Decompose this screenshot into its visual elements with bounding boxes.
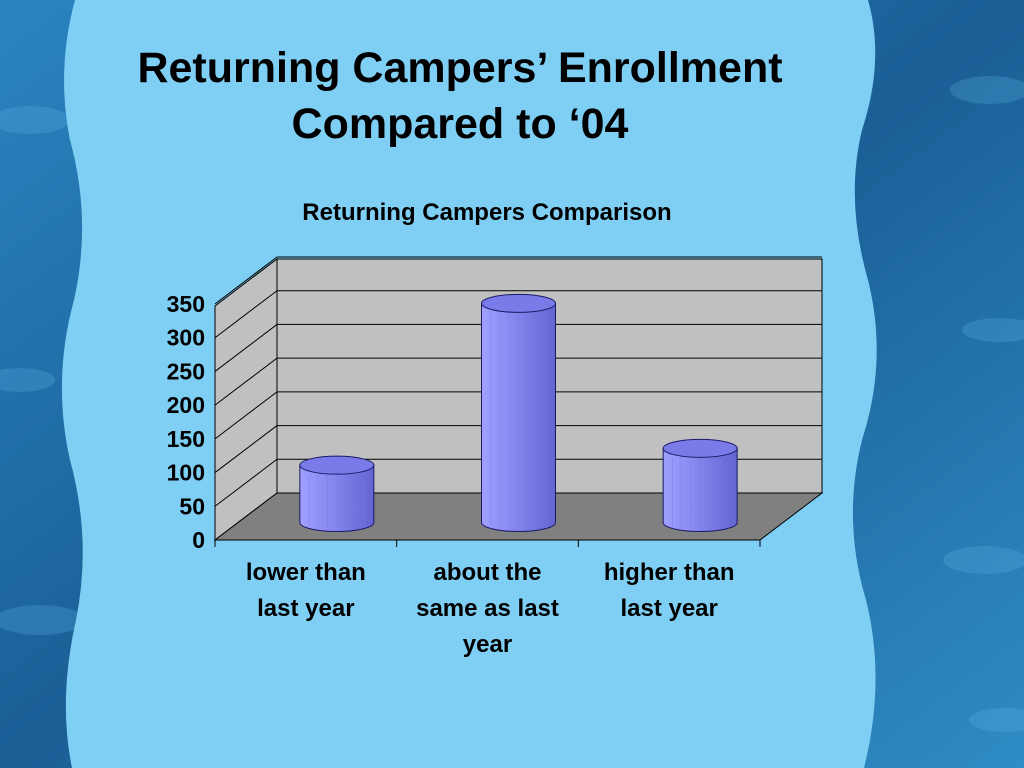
gridline-side-150 — [214, 391, 278, 440]
y-tick-label: 350 — [167, 291, 205, 317]
y-tick-label: 50 — [179, 493, 205, 519]
y-tick-label: 300 — [167, 325, 205, 351]
y-tick-label: 150 — [167, 426, 205, 452]
bar-top — [299, 455, 375, 475]
slide-title-line-1: Returning Campers’ Enrollment — [137, 44, 783, 92]
gridline-side-50 — [214, 458, 278, 507]
y-axis-ticks: 0 50 100 150 200 250 300 350 — [167, 291, 205, 553]
chart-bars — [299, 293, 738, 532]
gridline-side-300 — [214, 290, 278, 339]
bar-cylinder — [662, 438, 738, 532]
bar-cylinder — [481, 293, 556, 532]
bar-top — [481, 293, 556, 313]
gridline-side-100 — [214, 425, 278, 473]
x-category-label: lower than — [246, 559, 366, 586]
x-category-label: last year — [257, 595, 354, 622]
y-tick-label: 0 — [192, 527, 205, 553]
gridline-side-200 — [214, 357, 278, 406]
y-tick-label: 100 — [167, 460, 205, 486]
slide-title-line-2: Compared to ‘04 — [291, 100, 629, 148]
x-category-label: last year — [620, 595, 717, 622]
gridline-side-250 — [214, 324, 278, 372]
gridline-side-350 — [214, 256, 278, 305]
x-category-label: higher than — [604, 559, 735, 586]
bar-cylinder — [299, 455, 375, 532]
x-category-label: same as last — [416, 595, 559, 622]
chart-title: Returning Campers Comparison — [302, 199, 671, 226]
x-category-label: year — [463, 631, 512, 658]
x-axis-categories: lower than last year about the same as last… — [214, 539, 761, 658]
x-category-label: about the — [434, 559, 542, 586]
y-tick-label: 250 — [167, 358, 205, 384]
y-tick-label: 200 — [167, 392, 205, 418]
bar-top — [662, 438, 738, 458]
slide-title: Returning Campers’ Enrollment Compared t… — [60, 40, 860, 152]
